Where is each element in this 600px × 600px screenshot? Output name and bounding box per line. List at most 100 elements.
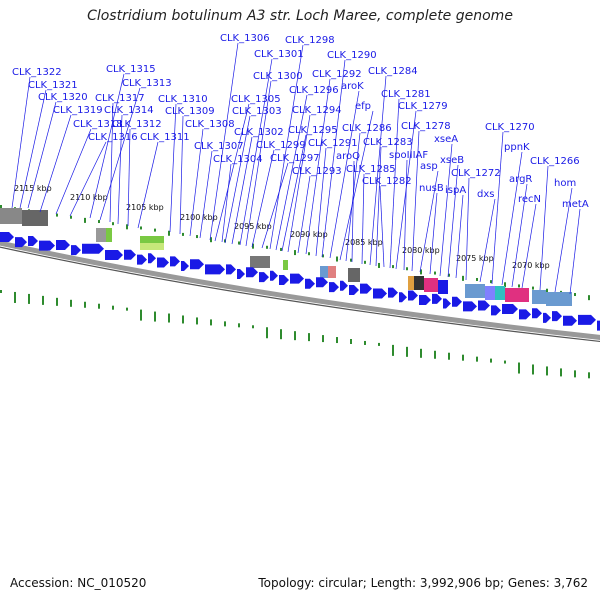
gene-label: CLK_1310: [158, 94, 208, 105]
leader-line: [439, 143, 453, 277]
leader-line: [275, 94, 308, 251]
skew-mark: [574, 370, 576, 378]
skew-mark: [280, 329, 282, 340]
gene-arrow: [279, 274, 289, 285]
leader-line: [179, 115, 184, 235]
kbp-tick-label: 2100 kbp: [180, 213, 218, 222]
skew-mark: [84, 301, 86, 308]
leader-line: [269, 44, 304, 250]
gene-arrow: [443, 298, 451, 309]
feature-box: [250, 256, 270, 268]
leader-line: [214, 103, 250, 242]
gene-label: dxs: [477, 189, 494, 200]
skew-mark: [378, 342, 380, 346]
leader-line: [351, 160, 355, 263]
skew-mark: [126, 224, 128, 230]
skew-mark: [532, 364, 534, 375]
skew-mark: [140, 309, 142, 321]
leader-line: [239, 58, 273, 246]
gene-arrow: [463, 301, 477, 312]
gene-arrow: [432, 293, 442, 304]
skew-mark: [336, 256, 338, 262]
gene-label: CLK_1283: [363, 137, 413, 148]
gene-label: CLK_1279: [398, 101, 448, 112]
leader-line: [465, 177, 470, 281]
leader-line: [209, 42, 239, 241]
gene-label: aroK: [341, 81, 364, 92]
gene-label: aroQ: [336, 151, 360, 162]
kbp-tick-label: 2070 kbp: [512, 261, 550, 270]
skew-mark: [196, 317, 198, 325]
feature-box: [515, 288, 529, 302]
gene-arrow: [478, 300, 490, 311]
skew-mark: [518, 284, 520, 288]
gene-arrow: [519, 309, 531, 320]
gene-arrow: [15, 237, 27, 248]
feature-box: [505, 288, 515, 302]
skew-mark: [322, 254, 324, 258]
skew-mark: [364, 260, 366, 264]
gene-label: spoIIIAF: [389, 150, 428, 161]
leader-line: [339, 110, 374, 261]
skew-mark: [574, 293, 576, 297]
skew-mark: [98, 303, 100, 309]
skew-mark: [168, 313, 170, 323]
gene-label: ppnK: [504, 142, 530, 153]
skew-mark: [308, 252, 310, 256]
gene-arrow: [543, 312, 551, 323]
gene-label: CLK_1311: [140, 132, 190, 143]
gene-arrow: [105, 250, 123, 261]
gene-arrow: [157, 257, 169, 268]
feature-box: [320, 266, 328, 278]
feature-box: [408, 276, 414, 290]
gene-label: asp: [420, 161, 438, 172]
skew-mark: [518, 362, 520, 374]
gene-label: CLK_1308: [185, 119, 235, 130]
leader-line: [11, 76, 31, 209]
skew-mark: [70, 215, 72, 219]
leader-line: [329, 90, 360, 259]
skew-mark: [140, 226, 142, 230]
gene-arrow: [329, 282, 339, 293]
skew-mark: [112, 305, 114, 310]
skew-mark: [406, 267, 408, 271]
skew-mark: [532, 286, 534, 290]
skew-mark: [224, 239, 226, 243]
leader-line: [554, 187, 573, 293]
gene-label: CLK_1292: [312, 69, 362, 80]
gene-label: CLK_1309: [165, 106, 215, 117]
gene-label: CLK_1303: [232, 106, 282, 117]
skew-mark: [252, 325, 254, 329]
gene-label: CLK_1321: [28, 80, 78, 91]
skew-mark: [182, 232, 184, 236]
gene-label: CLK_1312: [112, 119, 162, 130]
accession-text: Accession: NC_010520: [10, 576, 147, 590]
feature-box: [328, 266, 336, 278]
gene-label: CLK_1281: [381, 89, 431, 100]
gene-arrow: [340, 280, 348, 291]
leader-line: [419, 170, 439, 273]
genome-backbone: [0, 240, 600, 340]
leader-line: [99, 87, 141, 221]
feature-box: [140, 243, 164, 250]
gene-arrow: [419, 295, 431, 306]
gene-label: recN: [518, 194, 541, 205]
kbp-tick-label: 2080 kbp: [402, 246, 440, 255]
gene-label: xseB: [440, 155, 464, 166]
kbp-tick-label: 2095 kbp: [234, 222, 272, 231]
gene-label: CLK_1270: [485, 122, 535, 133]
gene-arrow: [205, 264, 225, 275]
gene-label: CLK_1284: [368, 66, 418, 77]
label-leaders: [11, 42, 581, 295]
gene-arrow: [552, 311, 562, 322]
gene-label: CLK_1278: [401, 121, 451, 132]
gene-arrow: [190, 259, 204, 270]
gene-arrow: [563, 315, 577, 326]
kbp-tick-label: 2085 kbp: [345, 238, 383, 247]
leader-line: [189, 128, 204, 237]
skew-mark: [0, 205, 2, 210]
skew-mark: [252, 243, 254, 249]
leader-line: [479, 198, 496, 283]
skew-mark: [448, 352, 450, 360]
skew-mark: [210, 237, 212, 243]
